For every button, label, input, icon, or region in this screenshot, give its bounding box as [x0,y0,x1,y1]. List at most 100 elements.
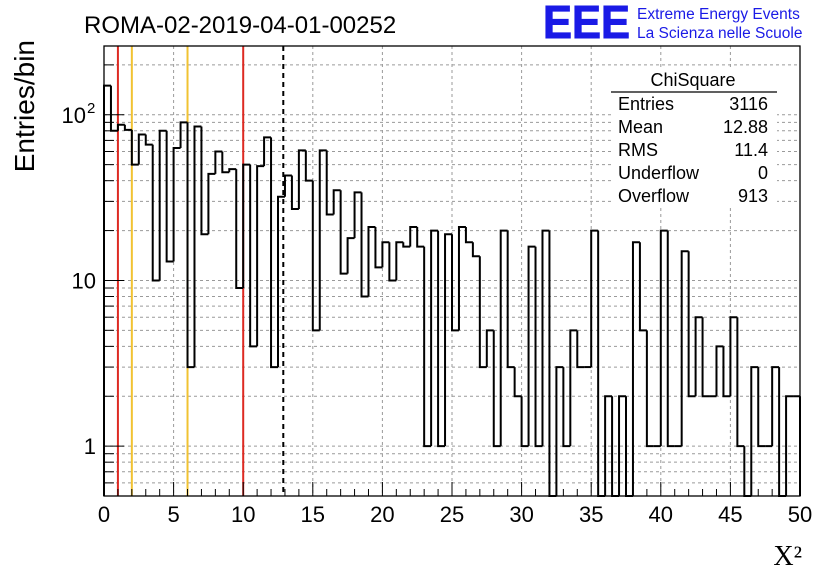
histogram-bin [423,246,432,448]
histogram-bin [228,168,237,173]
histogram-bin [311,180,320,332]
stats-value-mean: 12.88 [723,117,768,137]
stats-label-overflow: Overflow [618,186,690,206]
histogram-bin [353,191,362,239]
histogram-bin [193,125,202,368]
y-tick-label: 10 [62,103,86,128]
histogram-bin [144,134,153,146]
histogram-bin [270,137,278,369]
histogram-bin [395,241,404,281]
histogram-bin [249,164,258,348]
histogram-bin [464,227,473,244]
histogram-bin [430,229,439,447]
x-tick-label: 40 [649,502,673,527]
histogram-bin [492,330,501,448]
histogram-bin [541,229,550,447]
histogram-bin [750,366,759,496]
histogram-bin [221,151,230,174]
histogram-bin [346,237,355,274]
histogram-bin [527,245,536,447]
logo-line-1: Extreme Energy Events [637,6,800,23]
histogram-bin [367,226,376,297]
histogram-bin [151,144,160,282]
histogram-bin [604,395,613,496]
histogram-bin [722,346,731,398]
stats-value-rms: 11.4 [734,140,768,160]
histogram-bin [318,149,327,331]
histogram-bin [569,329,578,447]
histogram-bin [165,130,174,263]
histogram-bin [736,317,745,448]
histogram-bin [179,121,188,149]
y-tick-label: 1 [84,434,96,459]
histogram-bin [130,129,139,166]
histogram-bin [416,227,425,248]
histogram-bin [409,226,418,247]
histogram-bin [757,367,766,448]
histogram-bin [478,256,487,369]
histogram-bin [520,396,529,448]
x-tick-label: 15 [301,502,325,527]
eee-logo-mark: EEE [543,0,630,48]
histogram-bin [576,330,585,369]
histogram-bin [437,230,446,448]
histogram-bin [715,345,724,397]
histogram-bin [207,172,216,235]
histogram-bars [103,84,801,497]
stats-label-underflow: Underflow [618,163,700,183]
histogram-bin [277,195,285,368]
x-tick-label: 25 [440,502,464,527]
histogram-bin [360,192,369,298]
x-tick-label: 0 [98,502,110,527]
histogram-bin [200,126,209,236]
histogram-bin [471,242,480,258]
histogram-bin [555,366,564,496]
logo-line-2: La Scienza nelle Scuole [637,25,802,42]
histogram-bin [214,150,223,174]
x-axis-ticks: 0 5 10 15 20 25 30 35 40 45 50 [98,482,812,527]
chart-title: ROMA-02-2019-04-01-00252 [84,12,396,39]
histogram-bin [158,129,167,281]
histogram-bin [304,150,313,182]
histogram-bin [332,189,341,215]
histogram-bin [680,250,689,447]
histogram-bin [638,242,647,332]
histogram-bin [485,329,494,368]
histogram-bin [325,150,334,216]
histogram-bin [659,229,668,447]
histogram-bin [785,395,794,496]
eee-logo: EEE Extreme Energy Events La Scienza nel… [543,0,803,49]
histogram-bin [687,251,696,398]
x-tick-label: 35 [579,502,603,527]
histogram-bin [631,241,640,496]
histogram-bin [235,169,244,290]
histogram-bin [771,366,780,447]
histogram-bin [339,190,348,275]
x-tick-label: 20 [370,502,394,527]
x-tick-label: 5 [167,502,179,527]
histogram-bin [694,316,703,397]
stats-box-background [611,68,777,208]
stats-value-overflow: 913 [738,186,768,206]
x-tick-label: 45 [718,502,742,527]
histogram-bin [444,233,452,447]
x-axis-label: X² [773,541,802,572]
x-tick-label: 30 [509,502,533,527]
histogram-bin [186,122,195,369]
y-axis-label: Entries/bin [9,40,40,172]
histogram-bin [666,230,675,448]
x-tick-label: 10 [231,502,255,527]
stats-label-mean: Mean [618,117,663,137]
histogram-bin [283,174,292,197]
histogram-bin [374,227,383,269]
stats-value-entries: 3116 [729,94,768,114]
histogram-bin [388,242,397,282]
histogram-bin [499,229,508,447]
histogram-bin [701,317,710,398]
histogram-bin [172,147,181,262]
histogram-bin [381,241,390,268]
histogram-bin [242,163,251,289]
y-tick-label: 10 [72,268,96,293]
